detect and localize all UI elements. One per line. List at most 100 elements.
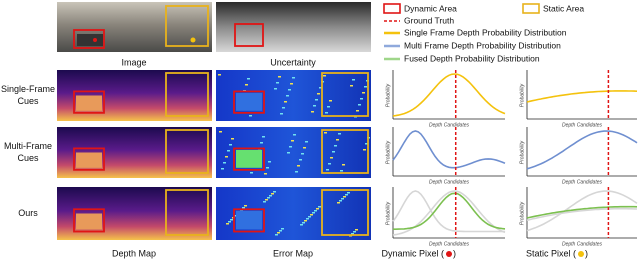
error-speckle [277,232,280,234]
legend-label: Ground Truth [404,15,454,25]
error-speckle [311,111,314,113]
error-speckle [245,84,248,86]
error-speckle [345,194,348,196]
column-label: Error Map [273,248,313,258]
uncertainty-map [216,2,371,52]
error-speckle [312,212,315,214]
error-speckle [314,210,317,212]
error-speckle [290,83,293,85]
error-speckle [301,153,304,155]
x-axis-label: Depth Candidates [562,179,603,185]
probability-curve [393,192,506,230]
dynamic-box [233,90,265,114]
error-speckle [234,215,237,217]
column-label: Uncertainty [270,57,316,67]
car-depth [76,152,102,168]
error-speckle [250,172,253,174]
probability-curve [392,73,506,117]
error-speckle [338,133,341,135]
error-speckle [355,229,358,231]
x-axis-label: Depth Candidates [429,122,470,128]
row-label: Single-Frame [1,84,55,94]
error-speckle [242,207,245,209]
error-speckle [337,202,340,204]
error-speckle [279,230,282,232]
error-speckle [328,163,331,165]
error-speckle [268,161,271,163]
dynamic-box [73,29,105,49]
car-error [236,210,262,230]
y-axis-label: Probability [519,201,525,225]
error-speckle [274,88,277,90]
static-box [321,189,369,236]
error-speckle [289,146,292,148]
legend-icon [522,3,540,14]
error-speckle [293,134,296,136]
error-speckle [304,220,307,222]
error-speckle [228,221,231,223]
error-speckle [275,234,278,236]
error-speckle [340,170,343,172]
error-speckle [227,150,230,152]
static-box [321,72,369,117]
error-speckle [249,115,252,117]
error-speckle [353,231,356,233]
dynamic-pixel-icon [446,251,452,257]
error-speckle [324,132,327,134]
x-axis-label: Depth Candidates [562,122,603,128]
row-label: Cues [17,153,39,163]
error-speckle [327,106,330,108]
error-speckle [329,100,332,102]
row-label: Ours [18,208,38,218]
probability-curve [526,130,638,170]
static-pixel [190,37,196,43]
legend-label: Static Area [543,3,584,13]
error-speckle [315,99,318,101]
error-speckle [288,89,291,91]
error-speckle [362,92,365,94]
column-label: Static Pixel ( [526,248,576,258]
dynamic-box [73,208,105,233]
error-speckle [218,74,221,76]
error-speckle [360,98,363,100]
dynamic-pixel [93,38,97,42]
error-speckle [230,219,233,221]
y-axis-label: Probability [519,140,525,164]
error-speckle [310,214,313,216]
error-speckle [330,157,333,159]
column-label: Depth Map [112,248,156,258]
error-speckle [267,197,270,199]
error-speckle [356,110,359,112]
error-speckle [308,216,311,218]
error-speckle [339,200,342,202]
column-label: ) [585,248,588,258]
error-speckle [318,206,321,208]
error-speckle [334,145,337,147]
error-speckle [358,104,361,106]
error-speckle [231,138,234,140]
error-speckle [264,173,267,175]
error-speckle [265,199,268,201]
column-label: ) [453,248,456,258]
static-box [165,189,209,236]
error-speckle [266,167,269,169]
legend-label: Dynamic Area [404,3,457,13]
dynamic-box [234,23,264,47]
x-axis-label: Depth Candidates [562,241,603,247]
static-box [321,129,369,174]
error-speckle [317,93,320,95]
probability-curve [392,190,506,236]
car [77,34,103,46]
error-speckle [262,136,265,138]
error-speckle [363,149,366,151]
error-speckle [352,79,355,81]
error-speckle [336,139,339,141]
error-speckle [300,224,303,226]
error-speckle [351,233,354,235]
error-speckle [260,142,263,144]
dynamic-box [73,147,105,171]
legend-icon [383,3,401,14]
car-error [236,92,262,111]
error-speckle [284,101,287,103]
error-speckle [244,205,247,207]
